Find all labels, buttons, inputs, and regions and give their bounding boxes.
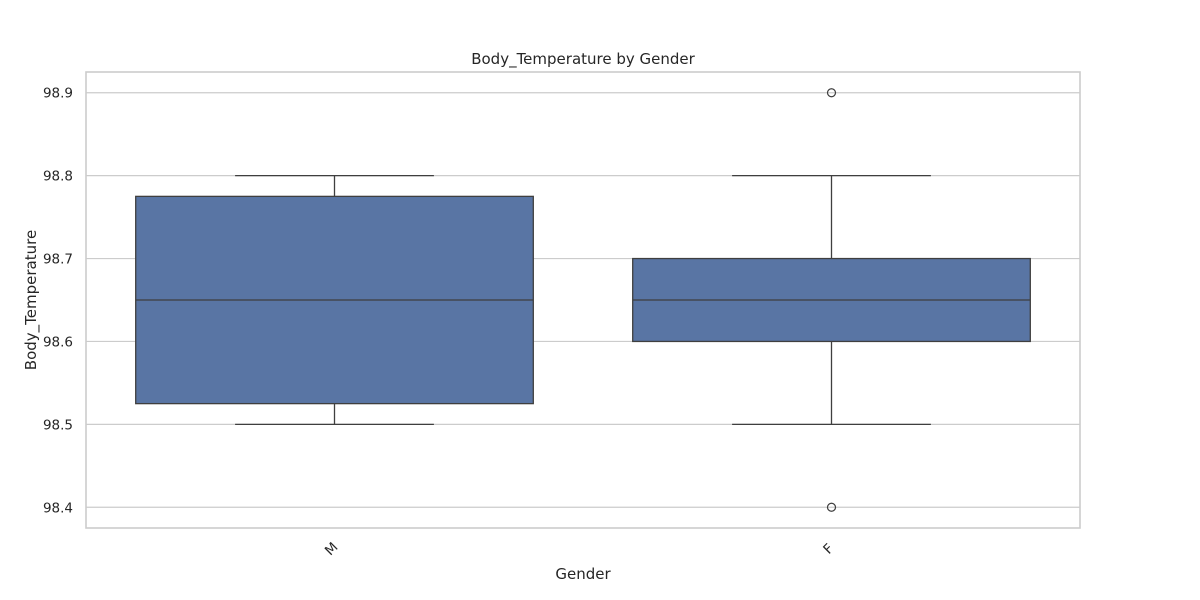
plot-frame [85, 71, 1081, 529]
y-tick-label: 98.9 [43, 86, 73, 102]
chart-title: Body_Temperature by Gender [471, 50, 695, 69]
x-axis-label: Gender [555, 565, 611, 583]
y-tick-labels: 98.4 98.5 98.6 98.7 98.8 98.9 [43, 86, 73, 517]
y-tick-label: 98.5 [43, 417, 73, 433]
outlier-point [826, 88, 837, 98]
boxes [135, 88, 1031, 512]
y-tick-label: 98.6 [43, 334, 73, 350]
x-tick-label: F [820, 541, 837, 558]
outlier-point [826, 502, 837, 512]
y-tick-label: 98.7 [43, 252, 73, 268]
box-F [632, 88, 1031, 512]
y-tick-label: 98.4 [43, 500, 73, 516]
x-tick-label: M [322, 539, 342, 559]
y-axis-label: Body_Temperature [22, 230, 41, 370]
box-M [135, 174, 534, 426]
y-tick-label: 98.8 [43, 169, 73, 185]
